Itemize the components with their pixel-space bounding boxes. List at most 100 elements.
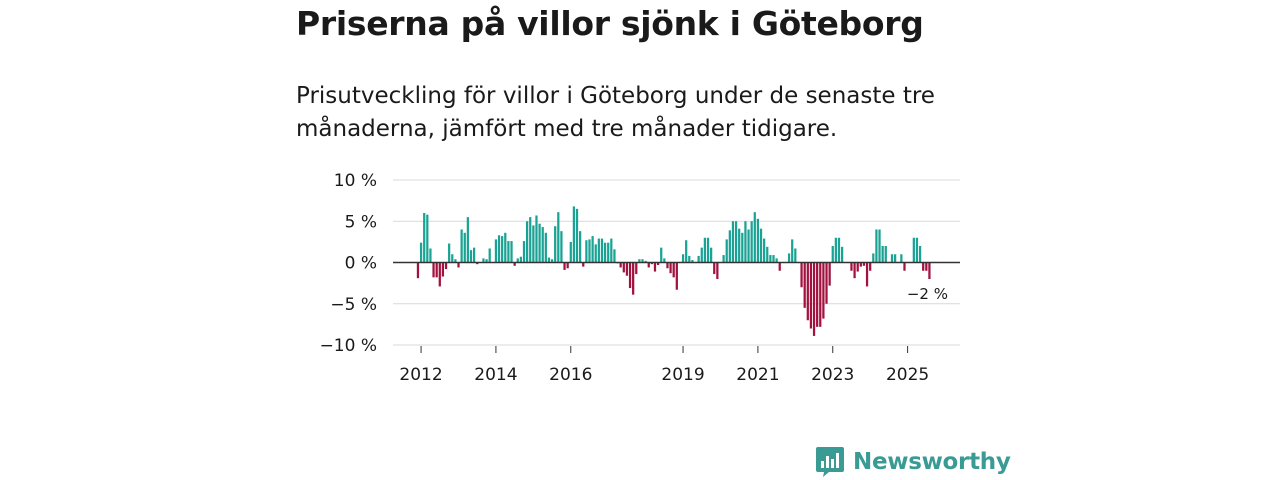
bar-positive — [538, 223, 541, 263]
bar-negative — [922, 262, 925, 271]
bar-positive — [591, 236, 594, 263]
y-tick-label: −5 % — [330, 295, 377, 315]
bar-negative — [825, 262, 828, 304]
bar-positive — [878, 229, 881, 263]
bar-positive — [744, 221, 747, 263]
chart-subtitle: Prisutveckling för villor i Göteborg und… — [296, 83, 935, 142]
bar-positive — [547, 257, 551, 263]
bar-positive — [753, 212, 756, 263]
bar-positive — [734, 221, 738, 263]
y-tick-label: −10 % — [320, 336, 377, 356]
y-tick-label: 5 % — [345, 212, 377, 232]
bar-negative — [853, 262, 856, 279]
bar-positive — [697, 255, 700, 263]
bar-positive — [787, 253, 791, 263]
bar-negative — [635, 262, 638, 275]
bar-negative — [850, 262, 853, 271]
bar-positive — [569, 241, 572, 263]
bar-positive — [890, 254, 894, 263]
bar-negative — [806, 262, 809, 321]
bar-positive — [915, 237, 919, 263]
bar-negative — [566, 262, 569, 269]
bar-negative — [476, 262, 479, 265]
bar-positive — [607, 242, 610, 263]
bar-negative — [441, 262, 445, 277]
bar-positive — [497, 235, 501, 263]
bar-positive — [579, 231, 582, 263]
bar-positive — [488, 248, 491, 263]
bar-negative — [778, 262, 781, 271]
bar-positive — [731, 221, 735, 263]
x-tick-label: 2012 — [399, 365, 442, 385]
bar-negative — [869, 262, 872, 271]
bar-positive — [610, 238, 613, 263]
bar-positive — [510, 241, 513, 263]
newsworthy-logo-icon — [816, 447, 844, 477]
bar-negative — [903, 262, 906, 271]
y-tick-label: 10 % — [334, 171, 377, 191]
bar-negative — [628, 262, 632, 289]
bar-positive — [875, 229, 878, 263]
bar-negative — [816, 262, 819, 327]
bar-positive — [525, 221, 529, 263]
bar-positive — [756, 218, 760, 263]
bar-positive — [706, 237, 710, 263]
bar-positive — [837, 237, 841, 263]
bar-positive — [703, 237, 707, 263]
last-value-label: −2 % — [907, 285, 948, 303]
bar-positive — [775, 258, 778, 263]
bar-positive — [660, 247, 663, 263]
bar-positive — [691, 260, 694, 263]
bar-negative — [622, 262, 625, 273]
bar-positive — [759, 228, 763, 263]
bar-negative — [859, 262, 862, 267]
bar-positive — [772, 255, 775, 263]
bar-positive — [638, 259, 641, 263]
bar-negative — [865, 262, 869, 287]
bar-positive — [469, 250, 473, 263]
chart-title: Priserna på villor sjönk i Göteborg — [296, 4, 924, 43]
bar-positive — [594, 244, 597, 263]
bar-positive — [722, 255, 725, 263]
bar-negative — [650, 262, 653, 265]
bar-negative — [669, 262, 672, 274]
bar-negative — [457, 262, 460, 268]
bar-positive — [482, 258, 485, 263]
bar-negative — [856, 262, 859, 272]
y-tick-label: 0 % — [345, 254, 377, 274]
bar-positive — [600, 238, 604, 263]
bar-positive — [881, 246, 884, 263]
bar-positive — [884, 246, 887, 263]
bar-positive — [501, 236, 504, 263]
bar-negative — [822, 262, 825, 319]
bar-negative — [435, 262, 438, 278]
bar-positive — [485, 259, 488, 263]
bar-negative — [632, 262, 635, 295]
bar-positive — [747, 229, 750, 263]
bar-positive — [769, 255, 772, 263]
bar-positive — [663, 258, 666, 263]
y-axis-labels: 10 % 5 % 0 % −5 % −10 % — [320, 171, 377, 356]
bar-negative — [928, 262, 931, 279]
bar-positive — [688, 255, 691, 263]
bar-positive — [532, 225, 535, 263]
bar-negative — [416, 262, 420, 279]
bar-positive — [588, 239, 591, 263]
bar-positive — [426, 214, 429, 263]
bar-positive — [519, 256, 523, 263]
bar-positive — [728, 230, 731, 263]
x-tick-label: 2016 — [549, 365, 592, 385]
brand-logo: Newsworthy — [815, 446, 1011, 478]
bar-positive — [454, 259, 457, 263]
bar-negative — [444, 262, 448, 270]
bar-positive — [741, 232, 744, 263]
bar-positive — [460, 229, 463, 263]
bar-negative — [513, 262, 516, 266]
bar-negative — [432, 262, 435, 278]
bar-positive — [554, 226, 557, 263]
bar-negative — [625, 262, 629, 276]
x-tick-label: 2023 — [811, 365, 854, 385]
bar-negative — [582, 262, 585, 267]
bar-positive — [644, 260, 647, 263]
